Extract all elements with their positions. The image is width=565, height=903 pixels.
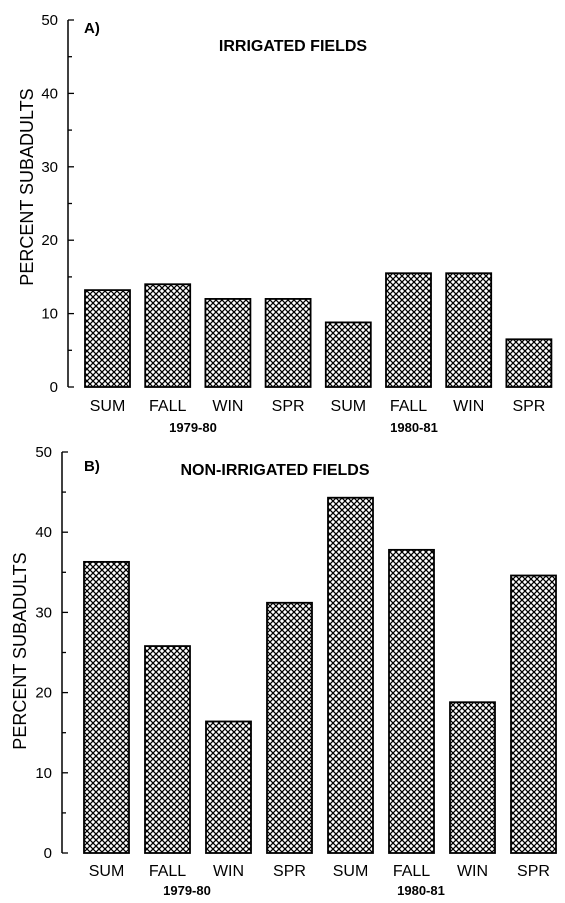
panel-a-bar-6	[385, 272, 432, 388]
panel-a-category-label: WIN	[453, 398, 484, 415]
panel-a-category-label: FALL	[390, 398, 427, 415]
panel-a-bar-5	[324, 321, 372, 388]
panel-b-bar-4	[266, 601, 313, 854]
panel-a-year-1980-81: 1980-81	[390, 420, 438, 435]
panel-b-bar-5	[327, 496, 374, 854]
panel-b-y-tick-label: 30	[35, 604, 52, 621]
panel-a: A) IRRIGATED FIELDS PERCENT SUBADULTS 0 1…	[17, 12, 553, 435]
panel-a-y-tick-label: 50	[41, 12, 58, 29]
panel-b-y-tick-label: 50	[35, 444, 52, 461]
panel-b-category-label: WIN	[457, 863, 488, 880]
panel-b: B) NON-IRRIGATED FIELDS PERCENT SUBADULT…	[10, 444, 557, 898]
panel-a-y-tick-label: 40	[41, 85, 58, 102]
panel-b-bar-7	[449, 701, 496, 854]
panel-a-bar-1	[84, 289, 131, 388]
panel-b-y-axis: 0 10 20 30 40 50	[35, 444, 68, 862]
panel-b-x-axis: SUM FALL WIN SPR SUM FALL WIN SPR	[89, 863, 550, 880]
panel-a-bar-7	[445, 272, 493, 388]
panel-a-y-axis: 0 10 20 30 40 50	[41, 12, 74, 396]
panel-b-year-1980-81: 1980-81	[397, 883, 445, 898]
panel-b-bar-3	[205, 720, 252, 854]
panel-a-y-tick-label: 20	[41, 232, 58, 249]
panel-a-title: IRRIGATED FIELDS	[219, 38, 367, 55]
panel-a-label: A)	[84, 20, 100, 37]
panel-b-category-label: SUM	[89, 863, 125, 880]
panel-b-title: NON-IRRIGATED FIELDS	[180, 462, 369, 479]
panel-b-y-tick-label: 10	[35, 765, 52, 782]
panel-a-y-tick-label: 0	[50, 379, 58, 396]
panel-a-bars	[84, 272, 553, 388]
panel-b-category-label: SUM	[333, 863, 369, 880]
panel-b-bar-6	[388, 548, 435, 854]
panel-b-category-label: FALL	[149, 863, 186, 880]
panel-a-y-tick-label: 10	[41, 306, 58, 323]
panel-b-bar-1	[83, 560, 130, 854]
panel-a-category-label: SPR	[272, 398, 305, 415]
panel-b-label: B)	[84, 458, 100, 475]
panel-b-category-label: FALL	[393, 863, 430, 880]
panel-a-category-label: WIN	[212, 398, 243, 415]
panel-b-bar-8	[510, 574, 557, 854]
panel-a-category-label: FALL	[149, 398, 186, 415]
panel-a-bar-8	[505, 338, 553, 388]
panel-b-year-1979-80: 1979-80	[163, 883, 211, 898]
panel-b-bar-2	[144, 645, 191, 854]
panel-a-bar-3	[204, 298, 252, 388]
panel-a-y-tick-label: 30	[41, 159, 58, 176]
panel-a-category-label: SPR	[512, 398, 545, 415]
panel-a-bar-4	[264, 298, 312, 388]
panel-b-y-tick-label: 20	[35, 685, 52, 702]
panel-a-category-label: SUM	[331, 398, 367, 415]
panel-a-ylabel: PERCENT SUBADULTS	[17, 88, 37, 285]
panel-b-ylabel: PERCENT SUBADULTS	[10, 552, 30, 749]
panel-b-category-label: WIN	[213, 863, 244, 880]
panel-b-category-label: SPR	[273, 863, 306, 880]
panel-a-year-1979-80: 1979-80	[169, 420, 217, 435]
panel-b-bars	[83, 496, 557, 854]
panel-b-y-tick-label: 40	[35, 524, 52, 541]
panel-b-y-tick-label: 0	[44, 845, 52, 862]
panel-a-category-label: SUM	[90, 398, 126, 415]
panel-a-x-axis: SUM FALL WIN SPR SUM FALL WIN SPR	[90, 398, 546, 415]
panel-b-category-label: SPR	[517, 863, 550, 880]
panel-a-bar-2	[144, 283, 192, 388]
